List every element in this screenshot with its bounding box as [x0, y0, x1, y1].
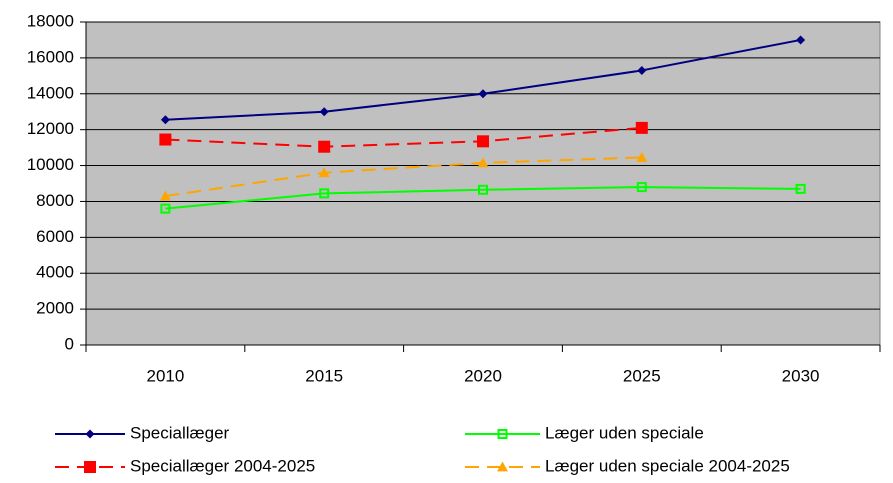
y-tick-label: 14000: [27, 83, 74, 102]
marker: [795, 183, 806, 194]
marker: [160, 115, 170, 125]
series-line: [165, 186, 801, 210]
legend-label: Speciallæger: [130, 423, 230, 442]
x-tick-label: 2010: [146, 366, 184, 385]
marker: [159, 133, 172, 146]
legend-marker: [497, 461, 508, 472]
y-tick-label: 0: [65, 334, 74, 353]
legend-marker: [85, 429, 95, 439]
marker: [477, 135, 489, 148]
y-tick-label: 4000: [36, 263, 74, 282]
plot-area: [85, 21, 881, 346]
legend-label: Læger uden speciale: [545, 423, 704, 442]
y-tick-label: 10000: [27, 155, 74, 174]
marker: [636, 182, 647, 193]
x-tick-label: 2015: [305, 366, 343, 385]
marker: [796, 35, 806, 45]
y-tick-label: 8000: [36, 191, 74, 210]
marker: [636, 151, 648, 162]
y-tick-label: 12000: [27, 119, 74, 138]
x-tick-label: 2025: [623, 366, 661, 385]
marker: [160, 203, 171, 214]
marker: [478, 89, 488, 99]
y-tick-label: 6000: [36, 227, 74, 246]
x-tick-label: 2020: [464, 366, 502, 385]
y-tick-label: 2000: [36, 299, 74, 318]
y-tick-label: 18000: [27, 11, 74, 30]
marker: [637, 65, 647, 75]
marker: [319, 107, 329, 117]
marker: [477, 157, 489, 168]
marker: [318, 167, 330, 178]
marker: [635, 121, 648, 134]
legend-marker: [497, 429, 508, 439]
marker: [478, 184, 488, 195]
series-line: [165, 126, 642, 148]
marker: [319, 188, 330, 199]
marker: [159, 190, 171, 201]
marker: [318, 140, 331, 153]
x-tick-label: 2030: [782, 366, 820, 385]
y-tick-label: 16000: [27, 47, 74, 66]
legend-label: Læger uden speciale 2004-2025: [545, 456, 790, 475]
series-line: [165, 156, 642, 198]
legend-label: Speciallæger 2004-2025: [130, 456, 315, 475]
legend-marker: [84, 461, 96, 473]
